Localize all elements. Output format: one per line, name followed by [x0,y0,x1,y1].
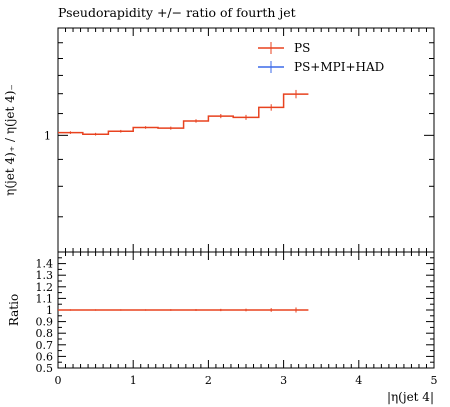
ratio-y-tick-label: 0.7 [36,339,54,352]
legend: PS PS+MPI+HAD [258,41,384,74]
ratio-panel-ticks: 0 1 2 3 4 50.50.60.70.80.911.11.21.31.4 [36,251,438,387]
ratio-y-tick-label: 0.9 [36,316,54,329]
ratio-y-tick-label: 1.1 [36,292,54,305]
legend-entry-ps: PS [258,41,310,55]
ratio-y-tick-label: 0.5 [36,362,54,375]
x-tick-label: 5 [431,374,438,387]
main-panel-series [58,89,309,136]
main-y-axis-label: η(jet 4)₊ / η(jet 4)₋ [3,84,17,196]
main-panel-ticks: 1 [44,28,435,253]
main-series-0-step-line [58,93,309,135]
ratio-y-axis-label: Ratio [7,294,21,326]
ratio-y-tick-label: 0.8 [36,327,54,340]
x-tick-label: 3 [280,374,287,387]
x-axis-label: |η(jet 4| [387,390,434,404]
ratio-y-tick-label: 1.2 [36,281,54,294]
x-tick-label: 0 [55,374,62,387]
legend-ps-mpi-had-label: PS+MPI+HAD [294,60,384,74]
ratio-y-tick-label: 0.6 [36,350,54,363]
ratio-panel-series [58,307,309,313]
ratio-y-tick-label: 1.4 [36,258,54,271]
legend-ps-label: PS [294,41,310,55]
ratio-y-tick-label: 1 [46,304,53,317]
chart-title: Pseudorapidity +/− ratio of fourth jet [58,5,296,20]
x-tick-label: 4 [355,374,362,387]
ratio-y-tick-label: 1.3 [36,269,54,282]
x-tick-label: 1 [130,374,137,387]
x-tick-label: 2 [205,374,212,387]
legend-entry-ps-mpi-had: PS+MPI+HAD [258,60,384,74]
main-y-tick-label: 1 [44,129,51,142]
